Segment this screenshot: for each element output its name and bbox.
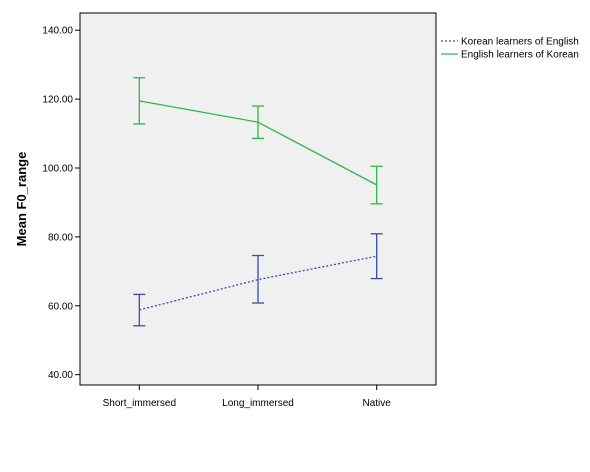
series-line bbox=[139, 255, 377, 311]
x-tick-label: Native bbox=[362, 398, 391, 409]
x-tick-label: Short_immersed bbox=[103, 398, 176, 409]
y-tick-label: 140.00 bbox=[42, 26, 73, 37]
x-axis: Short_immersed Long_immersed Native bbox=[103, 385, 391, 409]
y-tick-label: 120.00 bbox=[42, 95, 73, 106]
series-layer bbox=[133, 77, 383, 327]
legend: Korean learners of English English learne… bbox=[441, 37, 579, 61]
y-axis-title: Mean F0_range bbox=[14, 152, 29, 247]
y-tick-label: 60.00 bbox=[48, 301, 73, 312]
x-tick-label: Long_immersed bbox=[222, 398, 294, 409]
y-tick-label: 40.00 bbox=[48, 370, 73, 381]
y-axis: 40.00 60.00 80.00 100.00 120.00 140.00 bbox=[42, 26, 80, 381]
plot-area bbox=[79, 12, 437, 386]
legend-label: English learners of Korean bbox=[461, 50, 579, 61]
y-tick-label: 80.00 bbox=[48, 232, 73, 243]
y-tick-label: 100.00 bbox=[42, 164, 73, 175]
legend-label: Korean learners of English bbox=[461, 37, 579, 48]
